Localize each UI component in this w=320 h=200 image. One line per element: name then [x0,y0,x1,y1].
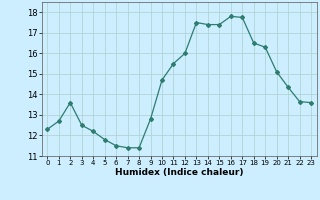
X-axis label: Humidex (Indice chaleur): Humidex (Indice chaleur) [115,168,244,177]
